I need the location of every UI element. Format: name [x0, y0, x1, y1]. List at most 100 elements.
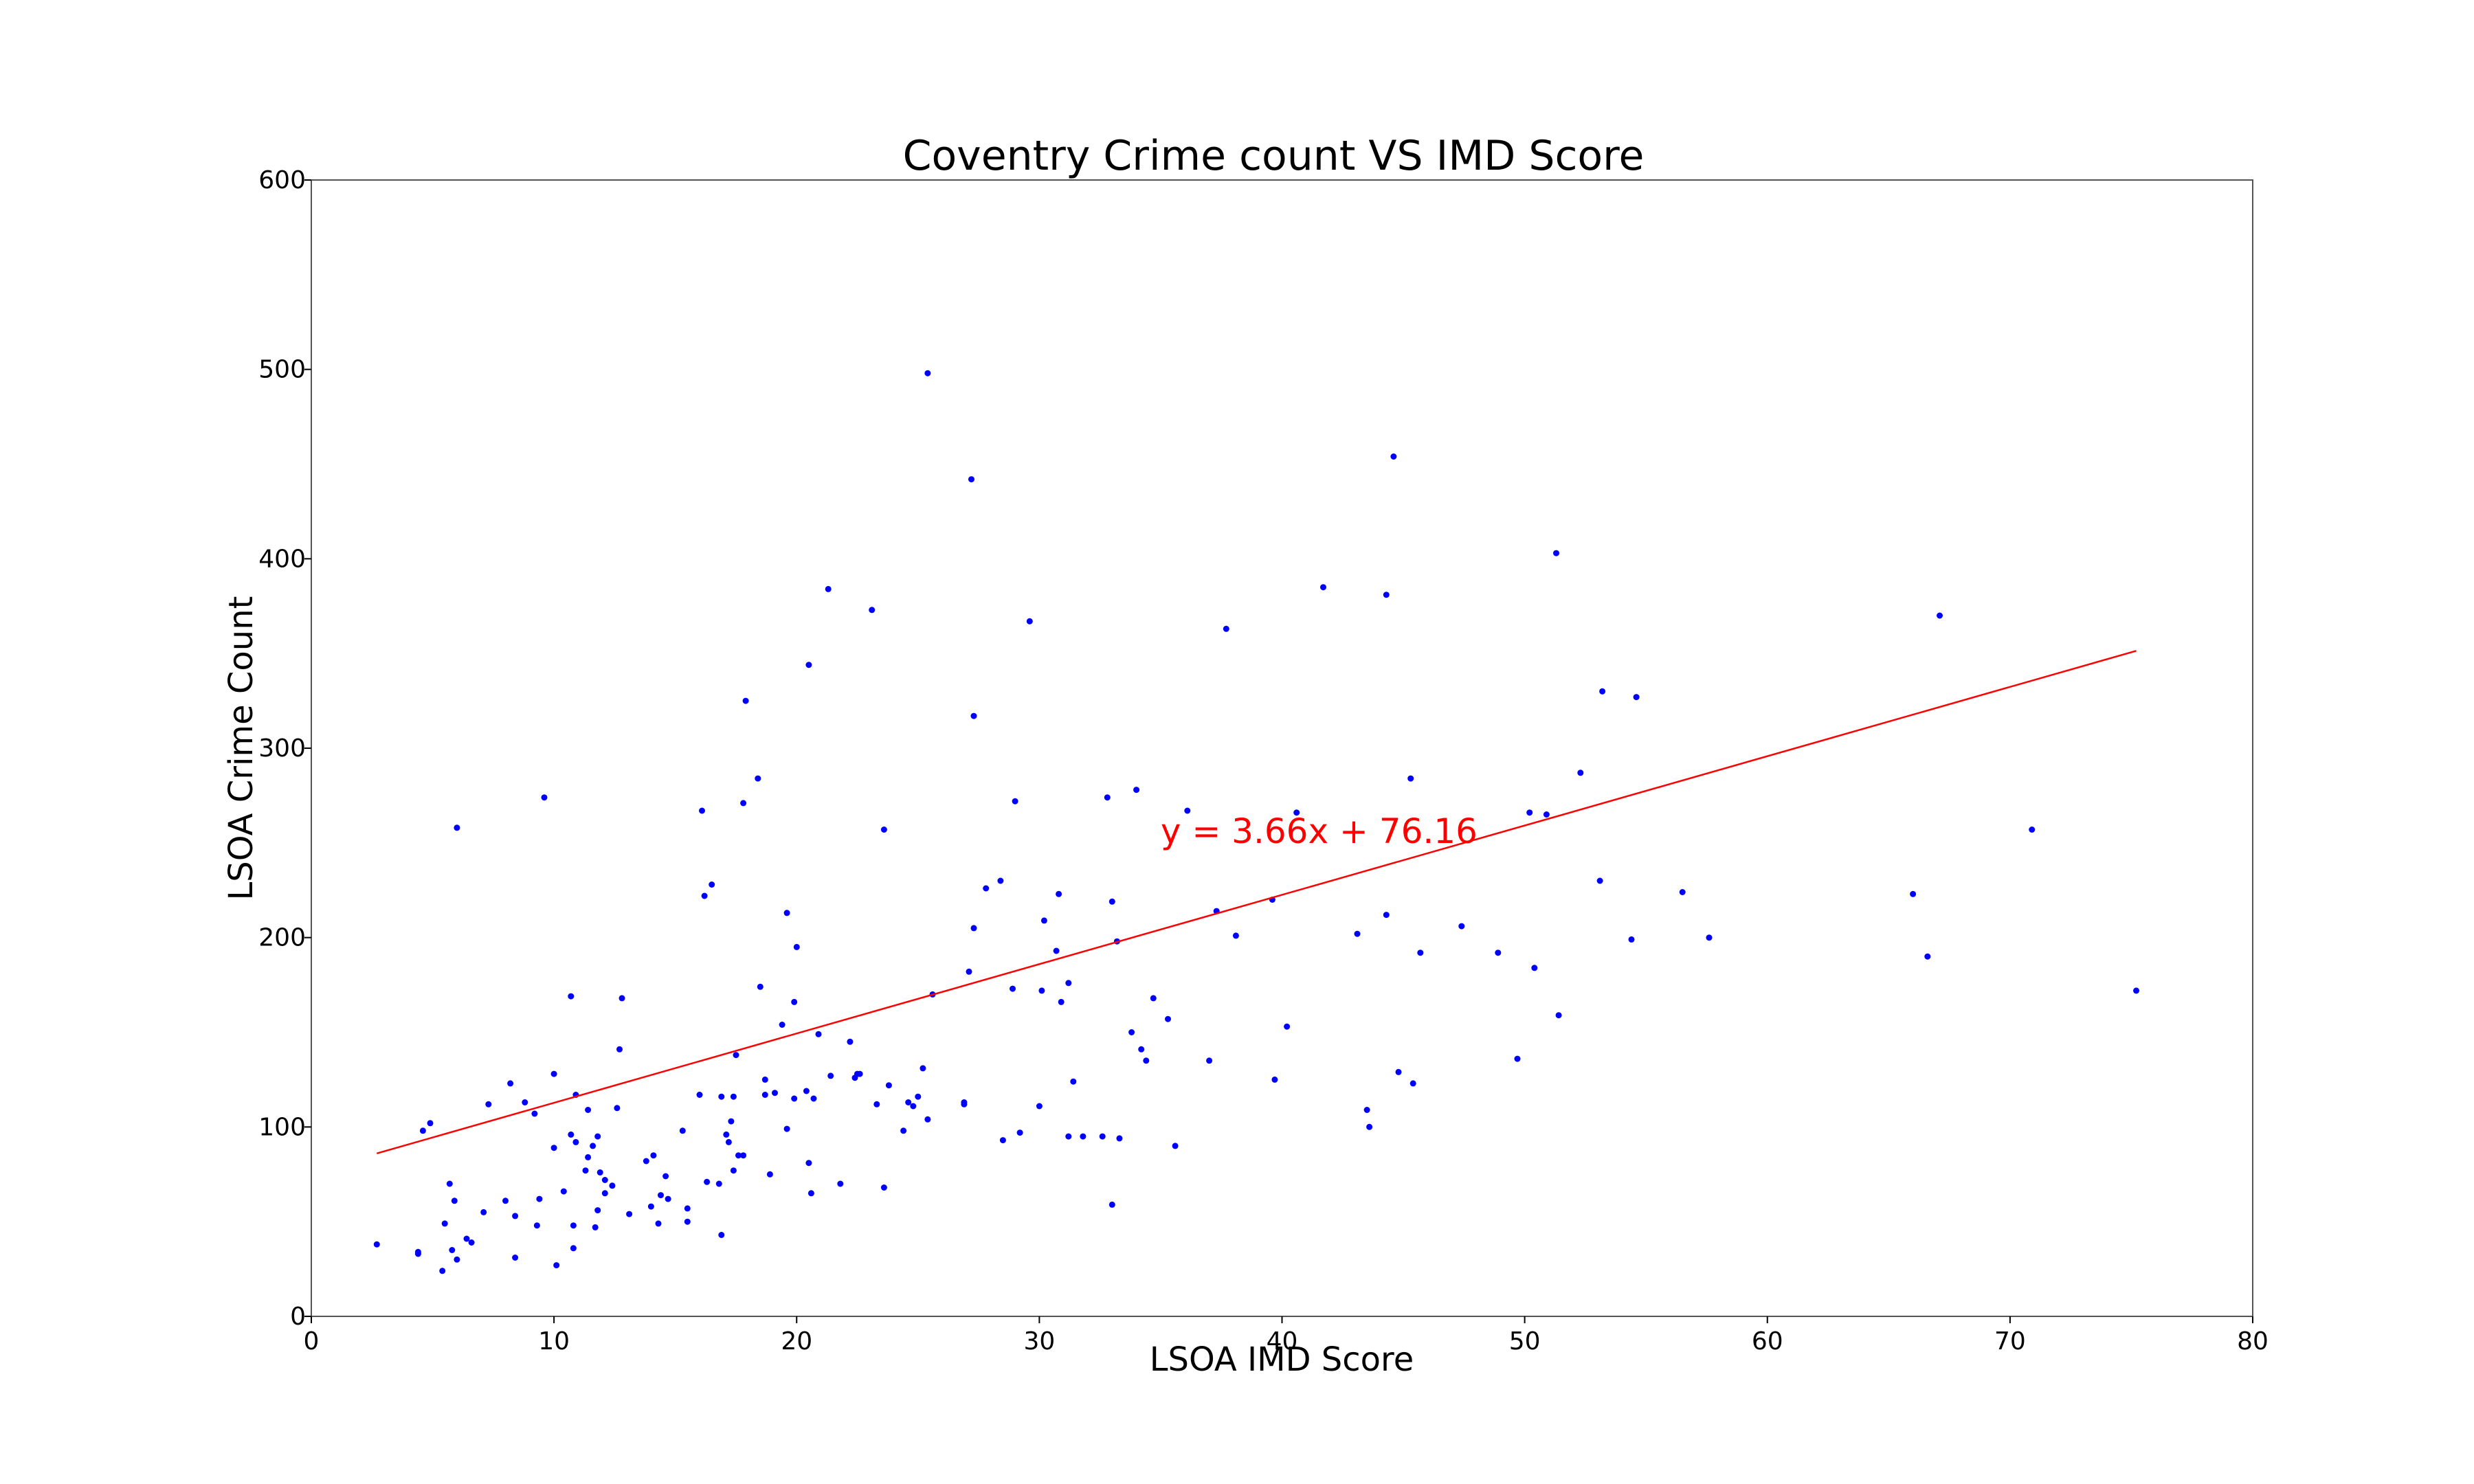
y-axis-label: LSOA Crime Count: [222, 596, 260, 901]
data-point-147: [1138, 1046, 1145, 1053]
data-point-136: [1065, 1133, 1072, 1140]
data-point-129: [1036, 1103, 1043, 1110]
data-point-186: [1706, 934, 1713, 941]
data-point-77: [742, 697, 749, 704]
x-tick-label-3: 30: [1023, 1327, 1055, 1356]
data-point-127: [1016, 1129, 1023, 1136]
data-point-84: [779, 1022, 785, 1028]
data-point-9: [451, 1198, 458, 1204]
data-point-118: [966, 968, 972, 975]
data-point-34: [572, 1138, 579, 1145]
data-point-183: [1628, 936, 1635, 943]
data-point-81: [761, 1076, 768, 1083]
data-point-189: [1937, 612, 1943, 619]
data-point-98: [837, 1180, 844, 1187]
data-point-176: [1531, 965, 1538, 971]
data-point-95: [815, 1031, 822, 1037]
data-point-86: [783, 1125, 790, 1132]
data-point-22: [533, 1222, 540, 1229]
data-point-27: [553, 1262, 560, 1269]
data-point-10: [454, 1256, 460, 1263]
data-point-46: [614, 1105, 621, 1112]
data-point-117: [961, 1099, 968, 1105]
data-point-71: [730, 1167, 737, 1174]
data-point-184: [1633, 694, 1640, 701]
data-point-87: [791, 1095, 798, 1102]
data-point-178: [1553, 550, 1559, 556]
data-point-54: [658, 1192, 664, 1199]
data-point-149: [1150, 995, 1157, 1002]
data-point-75: [740, 1152, 747, 1159]
trendline: [376, 650, 2137, 1155]
data-point-113: [924, 1116, 931, 1123]
data-point-30: [568, 1131, 575, 1138]
data-point-181: [1596, 877, 1603, 884]
data-point-179: [1555, 1012, 1562, 1019]
data-point-130: [1038, 987, 1045, 994]
data-point-182: [1599, 688, 1606, 695]
data-point-142: [1108, 1201, 1115, 1208]
data-point-37: [585, 1154, 592, 1160]
data-point-57: [679, 1127, 686, 1134]
data-point-110: [910, 1103, 917, 1110]
x-tick-label-1: 10: [538, 1327, 570, 1356]
data-point-2: [414, 1250, 421, 1257]
data-point-26: [550, 1145, 557, 1151]
data-point-5: [439, 1268, 446, 1274]
data-point-44: [601, 1177, 608, 1183]
data-point-159: [1284, 1023, 1291, 1030]
data-point-126: [1012, 798, 1018, 805]
data-point-175: [1526, 809, 1533, 816]
data-point-24: [541, 794, 548, 801]
data-point-67: [718, 1232, 725, 1238]
data-point-66: [718, 1093, 725, 1100]
data-point-134: [1058, 998, 1065, 1005]
data-point-173: [1495, 949, 1502, 956]
data-point-6: [441, 1220, 448, 1227]
data-point-68: [723, 1131, 730, 1138]
data-point-32: [570, 1222, 577, 1229]
data-point-56: [665, 1195, 671, 1202]
data-point-114: [924, 370, 931, 376]
data-point-167: [1390, 453, 1397, 460]
data-point-50: [643, 1158, 649, 1165]
data-point-105: [880, 1184, 887, 1191]
data-point-102: [856, 1070, 863, 1077]
data-point-156: [1232, 932, 1239, 939]
data-point-76: [740, 800, 747, 807]
data-point-123: [997, 877, 1004, 884]
data-point-106: [880, 827, 887, 833]
y-tick-label-5: 500: [258, 356, 306, 384]
data-point-158: [1271, 1076, 1278, 1083]
data-point-51: [647, 1203, 654, 1210]
data-point-60: [696, 1092, 703, 1098]
data-point-91: [805, 1160, 812, 1167]
data-point-138: [1080, 1133, 1086, 1140]
data-point-11: [454, 824, 460, 831]
data-point-145: [1128, 1029, 1135, 1035]
data-point-52: [650, 1152, 657, 1159]
data-point-85: [783, 910, 790, 917]
data-point-8: [449, 1247, 456, 1253]
y-tick-label-4: 400: [258, 545, 306, 573]
data-point-152: [1184, 807, 1191, 814]
data-point-109: [905, 1099, 912, 1105]
x-axis-ticks: 0 10 20 30 40 50 60 70 80: [304, 1316, 2269, 1356]
data-point-47: [616, 1046, 623, 1053]
data-point-128: [1026, 618, 1033, 625]
chart-title: Coventry Crime count VS IMD Score: [903, 132, 1645, 180]
data-point-4: [427, 1120, 434, 1127]
data-point-28: [560, 1188, 567, 1195]
x-tick-label-5: 50: [1509, 1327, 1541, 1356]
data-point-191: [2133, 987, 2139, 994]
data-point-42: [597, 1169, 603, 1176]
data-point-73: [733, 1052, 739, 1059]
data-point-135: [1065, 980, 1072, 987]
data-point-45: [609, 1182, 616, 1189]
data-point-49: [626, 1211, 633, 1217]
data-point-53: [655, 1220, 662, 1227]
data-point-93: [807, 1190, 814, 1197]
data-point-65: [715, 1180, 722, 1187]
data-point-48: [618, 995, 625, 1002]
